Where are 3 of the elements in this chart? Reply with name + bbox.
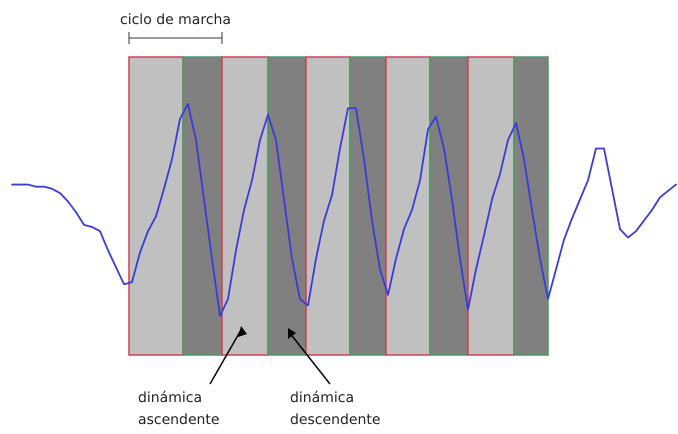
text: dinámica ascendente xyxy=(138,390,220,428)
text: ciclo de marcha xyxy=(120,12,231,28)
text: dinámica descendente xyxy=(290,390,380,428)
